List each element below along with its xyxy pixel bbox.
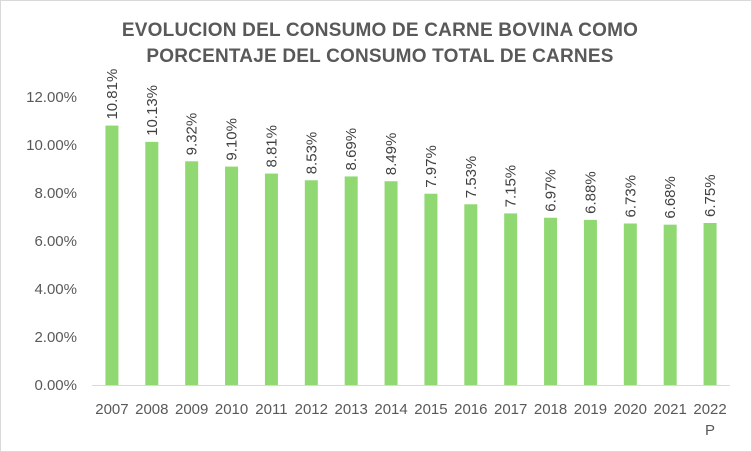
bar bbox=[264, 173, 278, 385]
bar bbox=[344, 176, 358, 385]
bar bbox=[105, 125, 119, 385]
x-tick-label: 2021 bbox=[654, 401, 687, 418]
bar bbox=[304, 180, 318, 385]
x-tick-label: 2007 bbox=[95, 401, 128, 418]
data-label: 10.13% bbox=[144, 85, 161, 136]
y-tick-label: 8.00% bbox=[34, 185, 77, 202]
data-label: 7.97% bbox=[423, 145, 440, 188]
data-label: 9.32% bbox=[184, 113, 201, 156]
bar bbox=[583, 219, 597, 385]
data-label: 8.81% bbox=[263, 125, 280, 168]
x-tick-label: 2009 bbox=[175, 401, 208, 418]
bar bbox=[145, 141, 159, 385]
x-axis-labels: 2007 2008 2009 2010 2011 2012 2013 2014 2015 2016… bbox=[95, 401, 727, 439]
data-label: 6.73% bbox=[622, 175, 639, 218]
y-axis-labels: 0.00% 2.00% 4.00% 6.00% 8.00% 10.00% 12.00% bbox=[26, 89, 77, 394]
x-tick-label: 2011 bbox=[255, 401, 287, 418]
data-label: 6.68% bbox=[662, 176, 679, 219]
x-tick-sublabel: P bbox=[705, 422, 715, 439]
data-label: 8.69% bbox=[343, 128, 360, 171]
x-tick-label: 2012 bbox=[295, 401, 328, 418]
y-tick-label: 12.00% bbox=[26, 89, 77, 106]
data-label: 8.53% bbox=[303, 132, 320, 175]
chart-title: EVOLUCION DEL CONSUMO DE CARNE BOVINA CO… bbox=[60, 18, 700, 70]
x-tick-label: 2017 bbox=[494, 401, 527, 418]
x-tick-label: 2008 bbox=[135, 401, 168, 418]
bar bbox=[464, 204, 478, 385]
data-label: 8.49% bbox=[383, 133, 400, 176]
data-labels: 10.81% 10.13% 9.32% 9.10% 8.81% 8.53% 8.69% 8.4… bbox=[104, 69, 719, 219]
bar bbox=[703, 223, 717, 385]
x-tick-label: 2010 bbox=[215, 401, 248, 418]
y-tick-label: 2.00% bbox=[34, 329, 77, 346]
bar bbox=[504, 213, 518, 385]
data-label: 10.81% bbox=[104, 69, 121, 120]
y-tick-label: 4.00% bbox=[34, 281, 77, 298]
x-tick-label: 2015 bbox=[414, 401, 447, 418]
bar bbox=[384, 181, 398, 385]
y-tick-label: 10.00% bbox=[26, 137, 77, 154]
bar bbox=[225, 166, 239, 385]
x-tick-label: 2014 bbox=[374, 401, 407, 418]
x-tick-label: 2020 bbox=[614, 401, 647, 418]
bar bbox=[185, 161, 199, 385]
data-label: 7.53% bbox=[463, 156, 480, 199]
data-label: 7.15% bbox=[503, 165, 520, 208]
data-label: 6.97% bbox=[543, 169, 560, 212]
data-label: 6.75% bbox=[702, 174, 719, 217]
chart-title-line-1: EVOLUCION DEL CONSUMO DE CARNE BOVINA CO… bbox=[121, 20, 639, 41]
x-tick-label: 2016 bbox=[454, 401, 487, 418]
bar bbox=[623, 223, 637, 385]
bars bbox=[105, 125, 717, 385]
bar bbox=[663, 224, 677, 385]
data-label: 9.10% bbox=[224, 118, 241, 161]
y-tick-label: 0.00% bbox=[34, 377, 77, 394]
x-tick-label: 2019 bbox=[574, 401, 607, 418]
y-tick-label: 6.00% bbox=[34, 233, 77, 250]
bar bbox=[424, 193, 438, 385]
x-tick-label: 2022 bbox=[693, 401, 726, 418]
bar bbox=[544, 217, 558, 385]
chart-title-line-2: PORCENTAJE DEL CONSUMO TOTAL DE CARNES bbox=[146, 46, 614, 67]
x-tick-label: 2018 bbox=[534, 401, 567, 418]
x-tick-label: 2013 bbox=[335, 401, 368, 418]
data-label: 6.88% bbox=[582, 171, 599, 214]
